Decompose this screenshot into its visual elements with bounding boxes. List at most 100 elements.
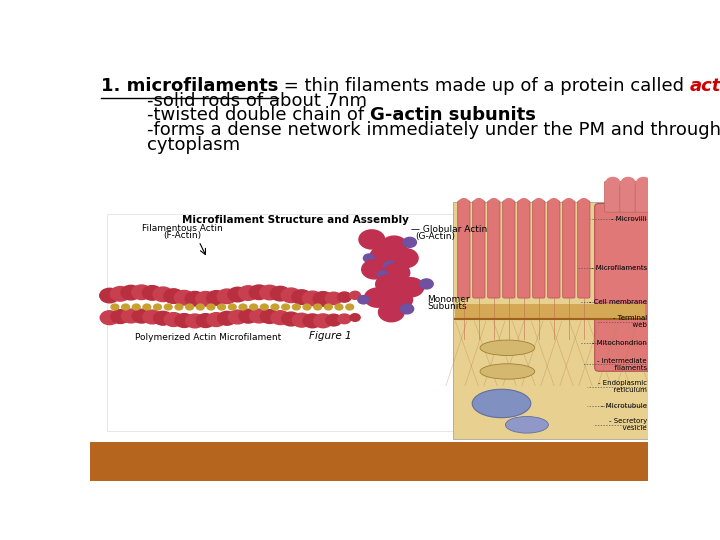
Circle shape [384,261,397,271]
Circle shape [153,311,172,325]
Text: G-actin subunits: G-actin subunits [370,106,536,124]
Text: - Microtubule: - Microtubule [601,403,647,409]
Circle shape [111,309,130,323]
Circle shape [364,288,390,307]
Circle shape [490,199,498,205]
Circle shape [392,248,418,268]
Circle shape [250,309,269,323]
Circle shape [174,291,194,305]
Circle shape [153,287,173,301]
Text: - Endoplasmic
  reticulum: - Endoplasmic reticulum [598,380,647,393]
Circle shape [292,304,300,310]
Circle shape [282,304,289,310]
Circle shape [606,178,619,187]
Circle shape [110,287,130,301]
Circle shape [350,291,361,299]
FancyBboxPatch shape [577,201,590,298]
Circle shape [621,178,635,187]
Text: Microfilament Structure and Assembly: Microfilament Structure and Assembly [182,215,409,225]
Circle shape [261,304,269,310]
Circle shape [292,290,312,305]
Circle shape [338,314,351,323]
Circle shape [359,230,384,249]
Circle shape [186,314,204,328]
Text: - Terminal
  web: - Terminal web [613,315,647,328]
Bar [453,202,648,439]
Circle shape [197,314,215,327]
Bar [90,442,648,481]
Circle shape [549,199,558,205]
Text: - Intermediate
  filaments: - Intermediate filaments [598,358,647,371]
Circle shape [197,304,204,310]
FancyBboxPatch shape [620,181,636,212]
Circle shape [350,314,360,321]
Circle shape [228,304,236,310]
Circle shape [207,313,225,327]
Ellipse shape [480,340,535,355]
FancyBboxPatch shape [563,201,575,298]
Text: actin: actin [690,77,720,95]
Text: Subunits: Subunits [428,302,467,311]
FancyBboxPatch shape [605,181,621,212]
Text: - Microfilaments: - Microfilaments [590,265,647,272]
Circle shape [132,309,150,323]
FancyBboxPatch shape [458,201,470,298]
Circle shape [303,304,311,310]
Circle shape [143,286,162,300]
FancyBboxPatch shape [595,204,658,371]
Circle shape [326,314,341,326]
Circle shape [111,304,119,310]
Circle shape [580,199,588,205]
Text: (G-Actin): (G-Actin) [415,232,455,241]
Ellipse shape [480,364,535,379]
Bar [107,214,453,431]
Text: (F-Actin): (F-Actin) [163,231,201,240]
Circle shape [361,260,387,279]
Circle shape [228,310,247,324]
FancyBboxPatch shape [487,201,500,298]
Circle shape [302,291,322,306]
FancyBboxPatch shape [518,201,530,298]
Circle shape [100,288,120,303]
Circle shape [564,199,573,205]
Circle shape [325,304,332,310]
Circle shape [121,285,140,300]
Circle shape [282,312,300,326]
Circle shape [217,312,236,325]
Circle shape [143,310,161,324]
Circle shape [358,295,369,304]
Circle shape [164,313,183,327]
Circle shape [175,304,183,310]
Circle shape [164,289,184,303]
Circle shape [132,304,140,310]
FancyBboxPatch shape [503,201,515,298]
Circle shape [459,199,468,205]
Circle shape [314,314,333,328]
Circle shape [313,292,333,306]
Text: - Secretory
  vesicle: - Secretory vesicle [608,418,647,431]
Text: Polymerized Actin Microfilament: Polymerized Actin Microfilament [135,333,281,342]
Text: -solid rods of about 7nm: -solid rods of about 7nm [101,92,367,110]
Circle shape [398,278,423,297]
FancyBboxPatch shape [473,201,485,298]
Circle shape [338,292,351,302]
Text: -twisted double chain of: -twisted double chain of [101,106,370,124]
Circle shape [143,304,150,310]
Circle shape [636,178,650,187]
Circle shape [382,236,407,255]
Text: -forms a dense network immediately under the PM and throughout the: -forms a dense network immediately under… [101,121,720,139]
Circle shape [271,310,289,325]
Circle shape [534,199,544,205]
Circle shape [122,304,130,310]
Circle shape [217,289,237,303]
Text: Figure 1: Figure 1 [309,331,351,341]
Circle shape [122,309,140,323]
Circle shape [370,246,396,266]
Text: Filamentous Actin: Filamentous Actin [142,224,222,233]
Circle shape [400,304,414,314]
Circle shape [384,263,410,282]
Circle shape [207,304,215,310]
Bar [456,304,645,318]
Circle shape [217,304,225,310]
Circle shape [239,304,247,310]
